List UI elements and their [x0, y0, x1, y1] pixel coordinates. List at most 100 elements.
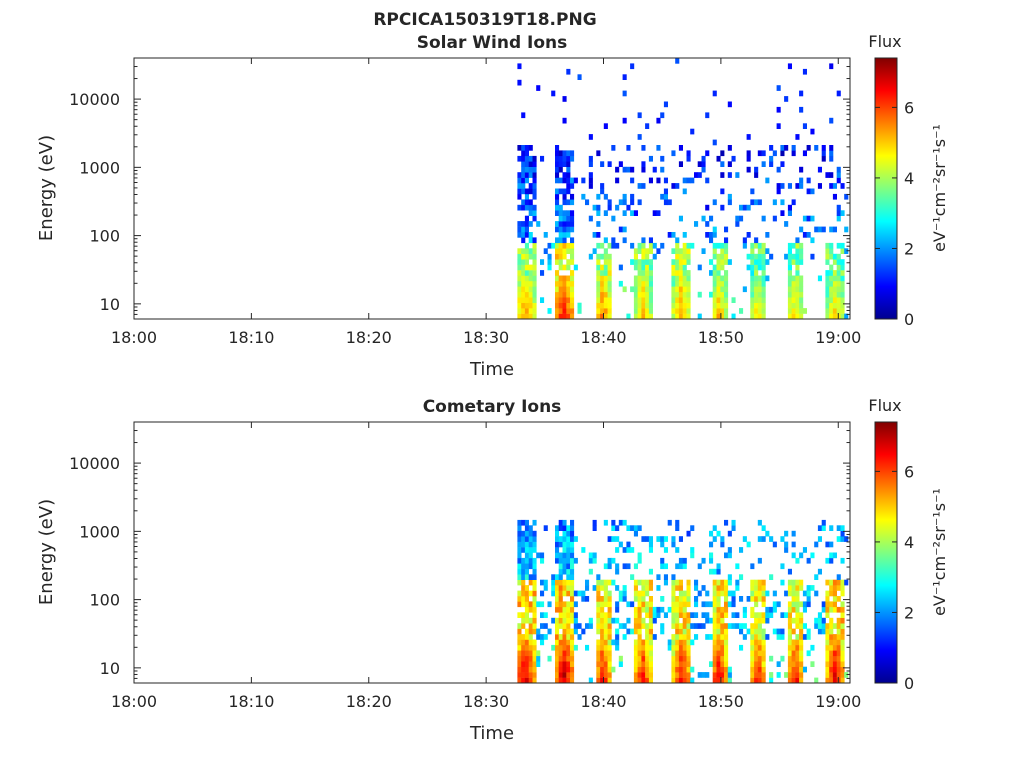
flux-cell — [750, 253, 755, 260]
flux-cell — [701, 155, 706, 162]
flux-cell — [566, 297, 571, 303]
flux-cell — [810, 585, 815, 591]
flux-cell — [558, 590, 563, 597]
flux-cell — [641, 661, 646, 667]
flux-cell — [521, 177, 526, 184]
flux-cell — [648, 655, 653, 662]
flux-cell — [570, 275, 575, 282]
flux-cell — [724, 242, 729, 249]
flux-cell — [615, 568, 620, 575]
flux-cell — [641, 644, 646, 651]
flux-cell — [607, 297, 612, 303]
flux-cell — [829, 253, 834, 260]
flux-cell — [799, 297, 804, 303]
flux-cell — [558, 677, 563, 684]
flux-cell — [769, 145, 774, 151]
flux-cell — [757, 264, 762, 271]
flux-cell — [731, 313, 736, 320]
flux-cell — [566, 547, 571, 553]
flux-cell — [645, 264, 650, 271]
flux-cell — [570, 617, 575, 624]
flux-cell — [641, 585, 646, 591]
flux-cell — [517, 226, 522, 233]
flux-cell — [656, 606, 661, 613]
flux-cell — [603, 672, 608, 678]
flux-cell — [663, 579, 668, 586]
flux-cell — [600, 623, 605, 629]
flux-cell — [524, 204, 529, 211]
flux-cell — [570, 259, 575, 265]
flux-cell — [633, 210, 638, 216]
flux-cell — [660, 242, 665, 249]
flux-cell — [603, 634, 608, 640]
flux-cell — [607, 563, 612, 570]
flux-cell — [821, 155, 826, 162]
flux-cell — [742, 204, 747, 211]
flux-cell — [532, 215, 537, 222]
flux-cell — [555, 291, 560, 298]
flux-cell — [611, 237, 616, 244]
flux-cell — [780, 655, 785, 662]
flux-cell — [675, 547, 680, 553]
flux-cell — [716, 634, 721, 640]
flux-cell — [686, 579, 691, 586]
flux-cell — [840, 634, 845, 640]
flux-cell — [521, 248, 526, 254]
flux-cell — [521, 519, 526, 526]
flux-cell — [528, 145, 533, 151]
flux-cell — [686, 308, 691, 314]
flux-cell — [517, 63, 522, 70]
flux-cell — [524, 166, 529, 173]
flux-cell — [637, 612, 642, 618]
flux-cell — [742, 612, 747, 618]
flux-cell — [716, 650, 721, 657]
flux-cell — [825, 596, 830, 602]
flux-cell — [540, 612, 545, 618]
flux-cell — [720, 161, 725, 167]
flux-cell — [825, 590, 830, 597]
flux-cell — [678, 286, 683, 293]
flux-cell — [750, 259, 755, 265]
flux-cell — [671, 541, 676, 548]
flux-cell — [757, 623, 762, 629]
flux-cell — [686, 596, 691, 602]
flux-cell — [558, 644, 563, 651]
flux-cell — [555, 639, 560, 646]
flux-cell — [772, 150, 777, 157]
flux-cell — [596, 210, 601, 216]
flux-cell — [558, 661, 563, 667]
flux-cell — [836, 639, 841, 646]
flux-cell — [562, 536, 567, 542]
flux-cell — [795, 248, 800, 254]
flux-cell — [517, 563, 522, 570]
flux-cell — [757, 666, 762, 673]
flux-cell — [566, 536, 571, 542]
flux-cell — [716, 264, 721, 271]
flux-cell — [641, 237, 646, 244]
flux-cell — [784, 530, 789, 537]
flux-cell — [528, 650, 533, 657]
x-tick-label: 18:50 — [698, 692, 744, 711]
x-tick-label: 18:00 — [111, 692, 157, 711]
flux-cell — [791, 677, 796, 684]
flux-cell — [757, 650, 762, 657]
flux-cell — [832, 259, 837, 265]
flux-cell — [562, 612, 567, 618]
flux-cell — [532, 655, 537, 662]
y-tick-label: 10 — [100, 295, 120, 314]
flux-cell — [712, 248, 717, 254]
flux-cell — [720, 661, 725, 667]
flux-cell — [660, 541, 665, 548]
flux-cell — [543, 579, 548, 586]
flux-cell — [562, 264, 567, 271]
flux-cell — [675, 519, 680, 526]
flux-cell — [701, 248, 706, 254]
flux-cell — [607, 286, 612, 293]
flux-cell — [641, 308, 646, 314]
flux-cell — [731, 155, 736, 162]
flux-cell — [524, 596, 529, 602]
flux-cell — [558, 655, 563, 662]
flux-cell — [592, 552, 597, 559]
flux-cell — [603, 601, 608, 608]
flux-cell — [618, 280, 623, 287]
